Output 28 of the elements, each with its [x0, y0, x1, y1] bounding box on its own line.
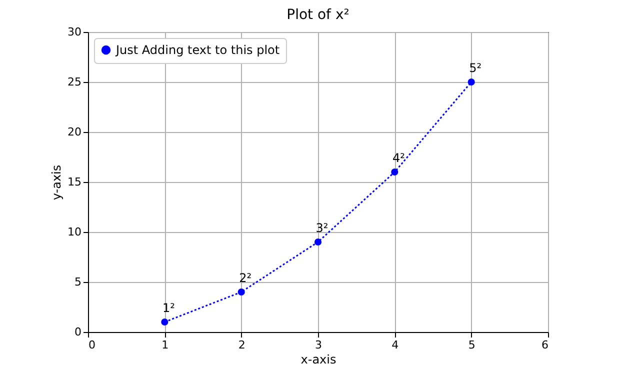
x-tick-label: 1 — [162, 338, 169, 352]
chart-title: Plot of x² — [286, 7, 350, 23]
annotation: 2² — [239, 271, 252, 285]
y-tick-label: 0 — [74, 326, 82, 338]
annotation: 3² — [316, 221, 328, 235]
annotation: 1² — [162, 301, 176, 315]
legend-label: Just Adding text to this plot — [115, 43, 280, 57]
y-tick-label: 10 — [68, 226, 82, 238]
point — [238, 288, 245, 296]
x-tick-label: 0 — [88, 338, 96, 352]
y-tick-label: 20 — [68, 126, 82, 138]
y-tick-label: 15 — [68, 176, 82, 188]
annotation: 4² — [392, 151, 406, 165]
x-tick-label: 5 — [468, 338, 476, 352]
y-tick-label: 25 — [68, 76, 82, 88]
point — [314, 238, 322, 246]
x-axis-title: x-axis — [300, 352, 336, 366]
x-tick-label: 4 — [392, 338, 399, 352]
point — [161, 318, 168, 326]
y-axis-title: y-axis — [50, 164, 64, 200]
x-tick-label: 2 — [238, 338, 246, 352]
x-tick-label: 3 — [315, 338, 322, 352]
point — [468, 78, 475, 86]
x-tick-label: 6 — [542, 338, 548, 352]
point — [391, 168, 398, 176]
y-tick-label: 30 — [68, 26, 82, 38]
y-tick-label: 5 — [74, 276, 82, 288]
annotation: 5² — [469, 61, 482, 75]
